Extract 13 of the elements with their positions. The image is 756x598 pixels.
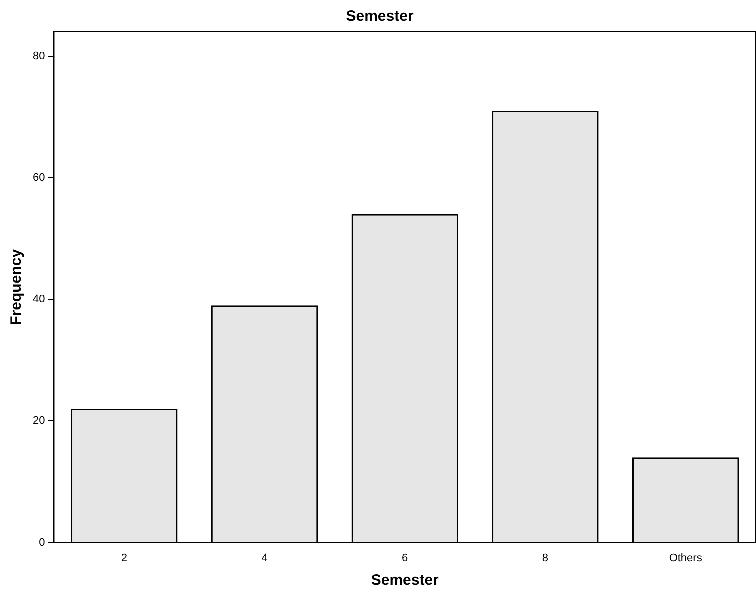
y-tick-label: 20	[32, 415, 46, 428]
x-tick-label: Others	[669, 552, 703, 564]
y-axis-title: Frequency	[8, 248, 26, 326]
y-tick-label: 0	[39, 536, 46, 549]
x-axis-title: Semester	[371, 572, 440, 590]
x-tick-label: 2	[121, 552, 128, 564]
y-tick-label: 80	[32, 50, 46, 62]
chart-title: Semester	[346, 8, 414, 26]
y-tick-label: 40	[32, 294, 46, 306]
y-tick-label: 60	[32, 172, 46, 184]
x-tick-label: 8	[542, 552, 549, 564]
x-tick-label: 6	[402, 552, 408, 564]
x-tick-label: 4	[262, 552, 268, 564]
